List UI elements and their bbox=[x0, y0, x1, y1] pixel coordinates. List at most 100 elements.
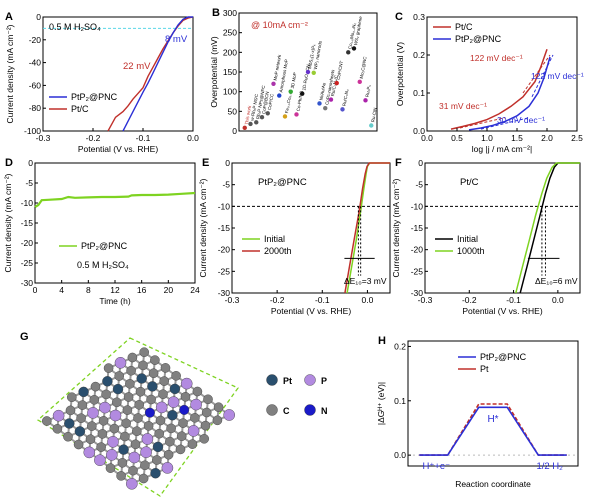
atom bbox=[161, 462, 174, 474]
atom bbox=[121, 418, 131, 429]
legend-label-ptp2: PtP₂@PNC bbox=[71, 92, 118, 102]
panel-d: 0 4 8 12 16 20 24 -30 -25 -20 -15 -10 -5 0 Time (h) Cur… bbox=[3, 157, 200, 306]
x-tick-label: -0.1 bbox=[315, 295, 330, 305]
atom bbox=[158, 389, 168, 400]
panel-a: -0.3 -0.2 -0.1 0.0 -100 -80 -60 -40 -20 0 Potentia… bbox=[5, 11, 199, 154]
atom bbox=[192, 386, 203, 397]
point-label: Co-Ph/NG bbox=[296, 90, 305, 112]
point-label: WP₂ nanorods bbox=[313, 40, 323, 70]
atom bbox=[64, 418, 75, 429]
x-axis-label: Time (h) bbox=[99, 296, 130, 306]
tafel-slope-label: 122 mV dec⁻¹ bbox=[531, 71, 584, 81]
atom bbox=[146, 394, 156, 405]
tafel-fit-line bbox=[531, 54, 554, 98]
point-label: 3D MoP bbox=[290, 72, 298, 89]
data-point bbox=[328, 97, 334, 102]
atom bbox=[85, 434, 96, 445]
atom bbox=[147, 381, 158, 392]
y-axis-label: Current density (mA cm⁻²) bbox=[5, 24, 15, 123]
data-point bbox=[259, 115, 265, 120]
atom bbox=[42, 416, 52, 426]
x-tick-label: 8 bbox=[86, 285, 91, 295]
y-axis-label: Overpotential (mV) bbox=[209, 36, 219, 107]
data-point bbox=[357, 79, 362, 85]
y-tick-label: -5 bbox=[415, 180, 423, 190]
atom bbox=[213, 402, 224, 413]
panel-h: 0.0 0.1 0.2 Reaction coordinate |ΔGᴴ⁺ (eV)| H… bbox=[376, 335, 579, 489]
atom bbox=[128, 451, 141, 464]
y-axis-label: |ΔGᴴ⁺ (eV)| bbox=[376, 382, 386, 425]
atom bbox=[118, 444, 129, 455]
panel-f: -0.3 -0.2 -0.1 0.0 -30 -25 -20 -15 -10 -5 0 Potenti… bbox=[391, 157, 581, 316]
current-density-condition: @ 10mA cm⁻² bbox=[251, 20, 308, 30]
point-label: This work bbox=[244, 104, 252, 125]
y-tick-label: 0 bbox=[28, 158, 33, 168]
data-point bbox=[369, 123, 374, 128]
atom bbox=[109, 423, 120, 434]
y-tick-label: 0 bbox=[36, 12, 41, 22]
atom bbox=[178, 418, 188, 428]
plot-frame bbox=[407, 340, 579, 467]
panel-b: 0 50 100 150 200 250 300 Overpotential (mV) B @ 1… bbox=[209, 7, 378, 136]
atom bbox=[120, 431, 130, 442]
unit-cell-outline bbox=[36, 337, 239, 497]
x-tick-label: 0.0 bbox=[187, 133, 199, 143]
y-tick-label: -25 bbox=[21, 258, 34, 268]
atom bbox=[190, 398, 202, 411]
legend-label-pt: Pt bbox=[480, 364, 489, 374]
point-label: MoP network bbox=[273, 54, 283, 81]
y-tick-label: -20 bbox=[21, 238, 34, 248]
y-tick-label: -15 bbox=[218, 223, 231, 233]
series-line-initial bbox=[346, 162, 390, 294]
point-label: CoP/CC bbox=[267, 93, 275, 111]
point-label: WS₂ graphene bbox=[353, 15, 363, 45]
atom bbox=[73, 439, 84, 450]
atom bbox=[133, 413, 143, 423]
molecular-structure bbox=[42, 347, 235, 490]
x-axis-label: Reaction coordinate bbox=[455, 479, 531, 489]
atom bbox=[52, 409, 65, 422]
sample-label: PtP₂@PNC bbox=[258, 177, 307, 188]
x-axis-label: Potential (V vs. RHE) bbox=[271, 306, 351, 316]
atom bbox=[223, 409, 235, 421]
atom bbox=[139, 347, 149, 358]
atom bbox=[131, 426, 142, 437]
point-label: Ru/C₃N₄/C bbox=[330, 74, 339, 97]
legend-label-initial: Initial bbox=[264, 234, 285, 244]
atom-legend-label: P bbox=[321, 376, 327, 386]
atom bbox=[140, 446, 152, 459]
atom bbox=[87, 421, 97, 431]
data-point bbox=[323, 105, 328, 111]
atom bbox=[128, 465, 138, 476]
atom bbox=[171, 370, 181, 381]
point-label: CoP@BCN bbox=[261, 91, 270, 114]
data-point bbox=[311, 70, 316, 75]
point-label: Ru/C₃N₄ bbox=[342, 89, 350, 107]
panel-label: D bbox=[5, 157, 13, 169]
panel-label: C bbox=[395, 11, 403, 23]
data-point bbox=[363, 98, 368, 103]
atom bbox=[94, 454, 106, 467]
atom bbox=[143, 421, 154, 431]
atom bbox=[117, 457, 128, 468]
point-label: 1D-RuO₂-CNₓ bbox=[301, 62, 311, 91]
y-tick-label: 250 bbox=[223, 28, 237, 38]
x-tick-label: 2.5 bbox=[571, 133, 583, 143]
atom bbox=[90, 381, 101, 392]
atom-legend-swatch bbox=[266, 374, 278, 386]
data-point bbox=[277, 93, 282, 98]
electrolyte-label: 0.5 M H₂SO₄ bbox=[49, 22, 101, 32]
sample-label: Pt/C bbox=[460, 177, 479, 188]
data-point bbox=[340, 107, 345, 112]
point-label: Ru-ClN bbox=[370, 107, 377, 122]
tafel-slope-label: 31 mV dec⁻¹ bbox=[439, 101, 487, 111]
atom bbox=[150, 468, 161, 479]
y-tick-label: 150 bbox=[223, 67, 237, 77]
x-tick-label: 16 bbox=[137, 285, 147, 295]
atom bbox=[126, 365, 136, 376]
atom bbox=[63, 431, 73, 442]
y-tick-label: 300 bbox=[223, 8, 237, 18]
data-point bbox=[300, 91, 305, 96]
plot-frame bbox=[424, 162, 581, 294]
y-tick-label: -25 bbox=[411, 266, 424, 276]
